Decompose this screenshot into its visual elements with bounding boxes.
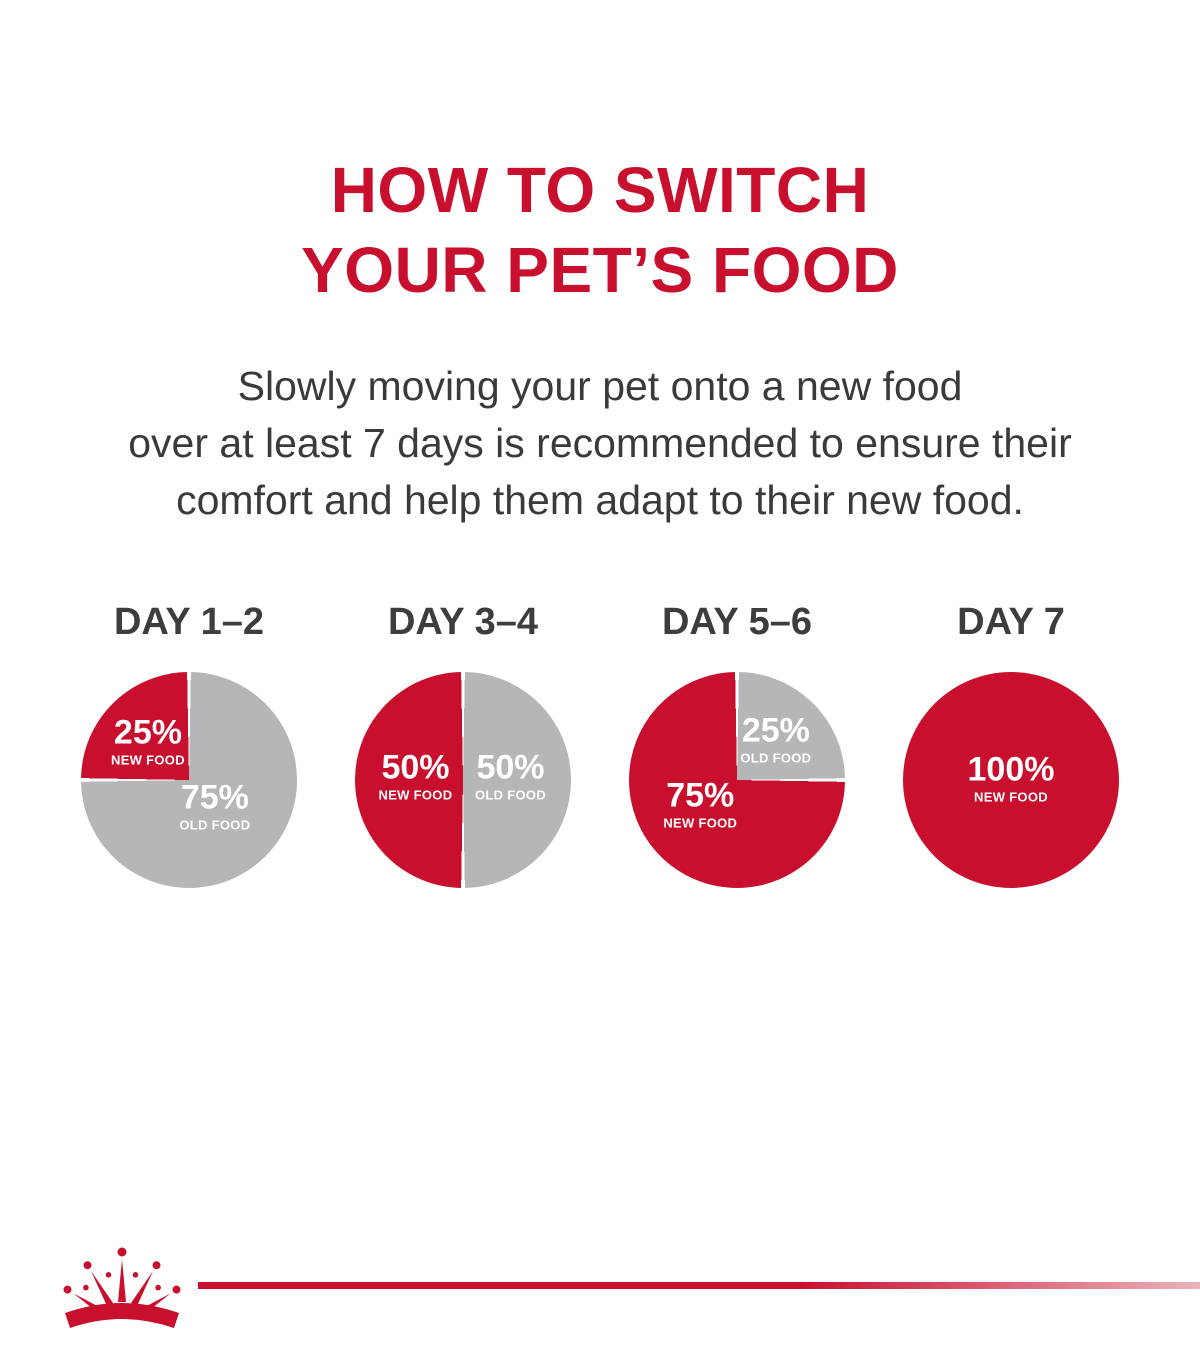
slice-label-old-food: 50% OLD FOOD <box>475 750 546 801</box>
slice-label-new-food: 50% NEW FOOD <box>379 750 453 801</box>
slice-percentage: 25% <box>113 713 182 752</box>
slice-food-label: OLD FOOD <box>740 750 812 766</box>
chart-day-1-2: DAY 1–2 25% NEW FOOD 75% OLD FOOD <box>81 601 297 888</box>
pie-chart-day-1-2: 25% NEW FOOD 75% OLD FOOD <box>81 672 297 888</box>
slice-percentage: 50% <box>381 748 450 787</box>
footer-accent-line <box>198 1282 1200 1289</box>
slice-percentage: 50% <box>476 748 545 787</box>
day-label: DAY 5–6 <box>661 601 812 643</box>
royal-canin-crown-icon <box>63 1247 181 1328</box>
day-label: DAY 1–2 <box>113 601 264 643</box>
chart-day-7: DAY 7 100% NEW FOOD <box>903 601 1119 888</box>
slice-label-new-food: 25% NEW FOOD <box>111 716 185 767</box>
pie-chart-day-3-4: 50% NEW FOOD 50% OLD FOOD <box>355 672 571 888</box>
slice-percentage: 100% <box>967 750 1055 789</box>
slice-percentage: 25% <box>741 711 810 750</box>
food-transition-infographic: HOW TO SWITCH YOUR PET’S FOOD Slowly mov… <box>0 150 1200 1328</box>
transition-charts-row: DAY 1–2 25% NEW FOOD 75% OLD FOOD DAY 3–… <box>0 601 1200 888</box>
subtitle: Slowly moving your pet onto a new food o… <box>0 358 1200 529</box>
slice-label-new-food: 75% NEW FOOD <box>663 778 737 829</box>
slice-food-label: OLD FOOD <box>179 817 251 833</box>
subtitle-line-1: Slowly moving your pet onto a new food <box>237 363 963 409</box>
slice-percentage: 75% <box>180 778 249 817</box>
slice-label-old-food: 75% OLD FOOD <box>179 780 250 831</box>
pie-chart-day-7: 100% NEW FOOD <box>903 672 1119 888</box>
title-line-1: HOW TO SWITCH <box>330 154 870 226</box>
subtitle-line-3: comfort and help them adapt to their new… <box>176 477 1024 523</box>
slice-label-new-food: 100% NEW FOOD <box>968 752 1055 803</box>
slice-label-old-food: 25% OLD FOOD <box>740 713 811 764</box>
slice-food-label: NEW FOOD <box>111 752 185 768</box>
page-title: HOW TO SWITCH YOUR PET’S FOOD <box>0 150 1200 310</box>
subtitle-line-2: over at least 7 days is recommended to e… <box>128 420 1072 466</box>
day-label: DAY 7 <box>957 601 1065 643</box>
slice-food-label: OLD FOOD <box>475 787 547 803</box>
chart-day-5-6: DAY 5–6 25% OLD FOOD 75% NEW FOOD <box>629 601 845 888</box>
day-label: DAY 3–4 <box>387 601 538 643</box>
slice-percentage: 75% <box>666 776 735 815</box>
title-line-2: YOUR PET’S FOOD <box>301 234 899 306</box>
slice-food-label: NEW FOOD <box>378 787 453 803</box>
chart-day-3-4: DAY 3–4 50% NEW FOOD 50% OLD FOOD <box>355 601 571 888</box>
pie-chart-day-5-6: 25% OLD FOOD 75% NEW FOOD <box>629 672 845 888</box>
slice-food-label: NEW FOOD <box>974 789 1048 805</box>
slice-food-label: NEW FOOD <box>663 815 738 831</box>
